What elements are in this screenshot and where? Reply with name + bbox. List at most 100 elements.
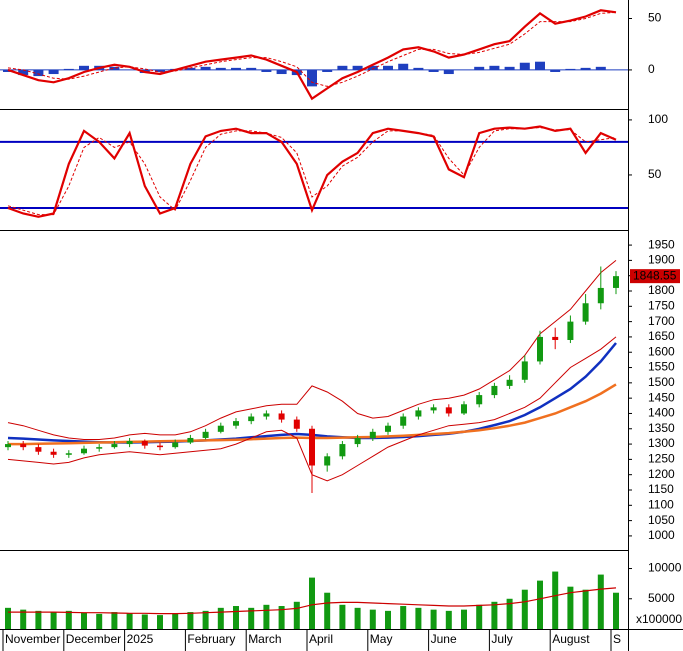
volume-bar [309,577,315,629]
histogram-bar [443,69,454,75]
histogram-bar [185,67,196,70]
candle-body [20,444,27,448]
candle-body [537,336,543,362]
y-tick-label: 50 [648,167,662,181]
candle-body [263,413,270,417]
volume-bar [96,613,103,629]
volume-bar [582,589,589,629]
candle-body [369,431,376,438]
x-tick-label: June [431,632,457,646]
candle-body [96,447,103,449]
volume-bar [415,607,422,629]
y-tick-label: 1000 [648,528,675,542]
y-tick-label: 1950 [648,237,675,251]
volume-bar [400,606,407,629]
histogram-bar [48,69,59,75]
candle-body [126,441,133,445]
histogram-bar [276,69,287,75]
y-tick-label: 1550 [648,360,675,374]
x-tick-label: May [370,632,393,646]
candle-body [202,431,209,438]
candle-body [81,448,87,454]
x-tick-label: November [5,632,60,646]
line [7,127,617,216]
y-tick-label: 1900 [648,253,675,267]
histogram-bar [18,69,29,76]
last-price-label: 1848.55 [633,268,677,282]
volume-bar [202,610,209,629]
y-tick-label: 1500 [648,375,675,389]
volume-bar [369,609,376,629]
volume-bar [172,613,179,629]
histogram-bar [109,66,120,70]
y-tick-label: 1200 [648,467,675,481]
volume-bar [65,610,72,629]
volume-bar [217,607,224,629]
histogram-bar [474,66,485,70]
histogram-bar [155,69,165,72]
y-tick-label: 1100 [648,497,674,511]
histogram-bar [519,62,530,70]
candle-body [172,442,179,448]
candle-body [248,416,255,422]
candle-body [278,413,285,420]
y-tick-label: 100 [648,112,668,126]
y-tick-label: 50 [648,11,662,25]
histogram-bar [63,68,74,70]
y-tick-label: 1650 [648,329,675,343]
candle-body [217,425,224,432]
line [8,587,617,615]
histogram-bar [352,65,363,70]
x-tick-label: July [491,632,512,646]
candle-body [400,416,407,426]
y-tick-label: 1700 [648,314,675,328]
line [7,125,617,218]
unit-label: x100000 [636,612,682,626]
volume-bar [521,589,528,629]
candle-body [309,428,315,466]
candle-body [567,321,574,340]
histogram-bar [565,68,576,70]
x-tick-label: March [248,632,281,646]
y-tick-label: 1750 [648,298,675,312]
histogram-bar [413,67,424,70]
histogram-bar [383,65,393,70]
histogram-bar [535,61,545,70]
candle-body [233,421,239,426]
candle-body [35,447,42,452]
candle-body [552,336,559,340]
histogram-bar [79,65,89,70]
volume-bar [461,609,467,629]
volume-bar [35,610,42,629]
y-tick-label: 1800 [648,283,675,297]
volume-bar [354,607,361,629]
y-tick-label: 1050 [648,513,675,527]
histogram-bar [504,66,515,70]
candle-body [293,419,300,429]
histogram-bar [428,69,439,72]
y-tick-label: 1300 [648,436,675,450]
candle-body [491,385,498,396]
histogram-bar [33,69,44,77]
volume-bar [324,592,331,629]
x-tick-label: 2025 [127,632,154,646]
volume-bar [491,601,498,629]
x-tick-label: S [613,632,621,646]
volume-bar [5,607,11,629]
candle-body [50,451,57,455]
candle-body [597,287,604,304]
y-tick-label: 0 [648,62,655,76]
volume-bar [157,615,163,629]
y-tick-label: 5000 [648,591,675,605]
volume-bar [141,614,148,629]
volume-bar [293,601,300,629]
x-tick-label: February [187,632,235,646]
histogram-bar [550,69,561,72]
candle-body [582,303,589,322]
histogram-bar [367,65,378,70]
line [7,260,617,440]
last-price-box [630,269,680,284]
